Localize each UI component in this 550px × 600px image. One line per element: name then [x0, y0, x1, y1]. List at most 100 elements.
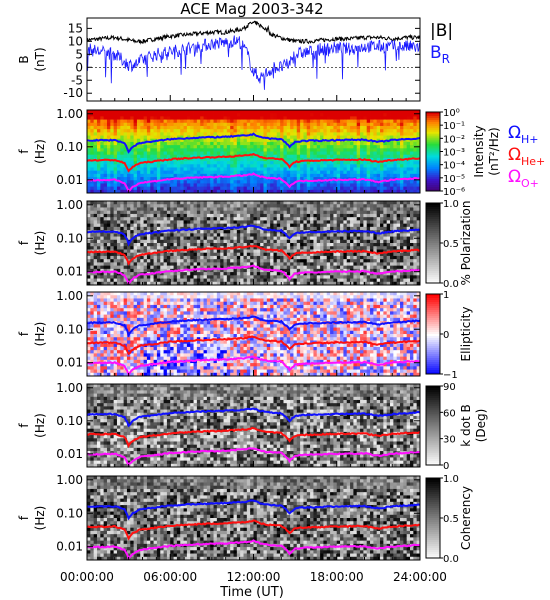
x-tick-label: 00:00:00: [60, 570, 114, 584]
gyro-line-h_plus: [87, 132, 421, 154]
gyro-line-o_plus: [86, 172, 421, 193]
y-tick-label: 1.00: [56, 198, 83, 212]
series-radial-b: [86, 35, 421, 90]
colorbar-tick-label: 0.0: [443, 554, 459, 565]
colorbar-tick-label: 1: [443, 290, 449, 301]
gyro-legend-entry: ΩHe+: [508, 145, 545, 168]
legend-radial-b: BR: [430, 43, 450, 66]
y-tick-label: -10: [63, 86, 83, 100]
gyro-line-o_plus: [86, 539, 421, 561]
y-tick-label: 1.00: [56, 107, 83, 121]
y-axis-unit: (Hz): [33, 139, 47, 164]
y-tick-label: 0.10: [56, 231, 83, 245]
x-tick-label: 06:00:00: [143, 570, 197, 584]
colorbar-tick-label: 0: [443, 330, 449, 341]
x-tick-label: 18:00:00: [310, 570, 364, 584]
spectrogram-cells: [87, 476, 421, 561]
colorbar-tick-label: 10⁻⁴: [443, 161, 465, 172]
gyrofrequency-legend: ΩH+ΩHe+ΩO+: [508, 123, 545, 190]
colorbar-label: Coherency: [459, 486, 473, 550]
y-axis-label: f: [17, 423, 31, 428]
y-tick-label: 0.01: [56, 265, 83, 279]
colorbar-polarization: 1.0 0.5 0.0% Polarization: [425, 199, 473, 290]
y-axis-unit: (Hz): [33, 413, 47, 438]
x-tick-label: 12:00:00: [227, 570, 281, 584]
colorbar-tick-label: 10⁻⁵: [443, 174, 465, 185]
panel-intensity: 1.00 0.10 0.01 f (Hz) 10⁰ 10⁻¹ 10⁻² 10⁻³ 10⁻⁴ 10⁻⁵…: [17, 107, 501, 198]
x-tick-label: 24:00:00: [393, 570, 447, 584]
y-tick-label: 1.00: [56, 289, 83, 303]
y-axis-label: B: [17, 55, 31, 63]
y-tick-label: 5: [75, 47, 83, 61]
colorbar-tick-label: 0.5: [443, 514, 459, 525]
x-tick-labels: 00:00:00 06:00:00 12:00:00 18:00:00 24:00:00: [60, 570, 447, 584]
y-tick-label: 0.01: [56, 447, 83, 461]
y-tick-label: 0.10: [56, 414, 83, 428]
gyro-line-he_plus: [86, 335, 421, 356]
colorbar-unit: (nT²/Hz): [487, 127, 501, 175]
colorbar-k-dot-b: 90 60 30 0 k dot B (Deg): [425, 382, 488, 472]
colorbar-tick-label: 30: [443, 435, 456, 446]
y-axis-unit: (nT): [33, 47, 47, 71]
colorbar-tick-label: 10⁻⁶: [443, 187, 465, 198]
y-axis-unit: (Hz): [33, 231, 47, 256]
colorbar-label: Ellipticity: [459, 307, 473, 362]
gyro-line-he_plus: [86, 152, 421, 173]
y-tick-label: 0.01: [56, 173, 83, 187]
series-total-b: [86, 20, 421, 45]
gyro-line-o_plus: [86, 264, 421, 286]
y-axis-label: f: [17, 240, 31, 245]
y-axis-label: f: [17, 331, 31, 336]
y-tick-label: 0.10: [56, 506, 83, 520]
panel-k-dot-b: 1.00 0.10 0.01 f (Hz) 90 60 30 0 k dot B (Deg): [17, 381, 488, 472]
colorbar-label: % Polarization: [459, 201, 473, 286]
gyro-legend-entry: ΩO+: [508, 167, 539, 190]
gyro-line-he_plus: [86, 244, 421, 266]
y-tick-label: -5: [71, 73, 83, 87]
gyro-line-o_plus: [87, 355, 420, 378]
y-tick-label: 10: [68, 34, 83, 48]
figure-title: ACE Mag 2003-342: [180, 0, 323, 18]
gyro-line-o_plus: [86, 447, 421, 467]
gyro-line-h_plus: [86, 499, 421, 521]
y-tick-label: 0.01: [56, 540, 83, 554]
colorbar-tick-label: 0.0: [443, 279, 459, 290]
colorbar-tick-label: 10⁻¹: [443, 121, 465, 132]
colorbar-tick-label: 0.5: [443, 239, 459, 250]
y-tick-label: 15: [68, 21, 83, 35]
y-axis-unit: (Hz): [33, 322, 47, 347]
y-axis-label: f: [17, 149, 31, 154]
gyro-line-he_plus: [86, 426, 421, 449]
y-tick-label: 0.01: [56, 356, 83, 370]
colorbar-tick-label: 1.0: [443, 474, 459, 485]
colorbar-tick-label: 10⁻²: [443, 134, 465, 145]
colorbar-label: Intensity: [472, 125, 486, 177]
colorbar-tick-label: 90: [443, 382, 456, 393]
y-tick-label: 1.00: [56, 473, 83, 487]
x-axis-label: Time (UT): [219, 585, 284, 600]
y-tick-label: 0.10: [56, 322, 83, 336]
colorbar-tick-label: −1: [443, 370, 458, 381]
y-axis-label: f: [17, 515, 31, 520]
colorbar-unit: (Deg): [474, 409, 488, 443]
gyro-line-he_plus: [86, 519, 420, 541]
colorbar-intensity: 10⁰ 10⁻¹ 10⁻² 10⁻³ 10⁻⁴ 10⁻⁵ 10⁻⁶ Intensity (nT²…: [425, 108, 501, 198]
gyro-legend-entry: ΩH+: [508, 123, 539, 146]
y-axis-unit: (Hz): [33, 506, 47, 531]
colorbar-tick-label: 10⁰: [443, 108, 460, 119]
colorbar-tick-label: 60: [443, 408, 456, 419]
gyro-line-h_plus: [87, 224, 421, 247]
gyro-line-h_plus: [86, 407, 421, 428]
gyro-line-h_plus: [87, 315, 421, 338]
colorbar-tick-label: 0: [443, 461, 449, 472]
spectrogram-cells: [87, 292, 421, 377]
colorbar-tick-label: 10⁻³: [443, 148, 465, 159]
y-tick-label: 1.00: [56, 381, 83, 395]
legend-total-b: |B|: [430, 21, 453, 41]
